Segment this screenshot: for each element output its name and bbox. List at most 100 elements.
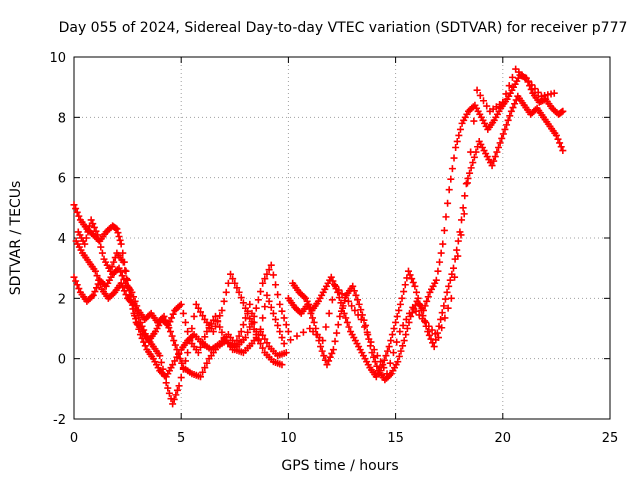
data-point	[455, 131, 463, 139]
data-point	[119, 258, 127, 266]
data-point	[418, 315, 426, 323]
data-point	[263, 270, 271, 278]
data-point	[329, 277, 337, 285]
data-point	[459, 204, 467, 212]
data-point	[434, 334, 442, 342]
data-point	[400, 337, 408, 345]
data-point	[121, 266, 129, 274]
data-point	[436, 258, 444, 266]
data-point	[559, 147, 567, 155]
data-point	[169, 361, 177, 369]
data-point	[72, 205, 80, 213]
data-point	[229, 275, 237, 283]
data-point	[216, 323, 224, 331]
data-point	[140, 338, 148, 346]
data-point	[508, 73, 516, 81]
data-point	[463, 179, 471, 187]
data-point	[164, 384, 172, 392]
data-point	[168, 332, 176, 340]
data-point	[252, 328, 260, 336]
data-point	[91, 288, 99, 296]
data-point	[224, 279, 232, 287]
data-point	[326, 353, 334, 361]
data-point	[367, 338, 375, 346]
data-point	[325, 309, 333, 317]
data-point	[171, 357, 179, 365]
data-point	[473, 86, 481, 94]
data-point	[82, 234, 90, 242]
data-point	[534, 88, 542, 96]
data-point	[265, 266, 273, 274]
data-point	[120, 287, 128, 295]
data-point	[328, 349, 336, 357]
data-point	[408, 275, 416, 283]
data-point	[504, 116, 512, 124]
data-point	[395, 306, 403, 314]
data-point	[467, 164, 475, 172]
data-point	[94, 231, 102, 239]
data-point	[173, 386, 181, 394]
data-point	[425, 331, 433, 339]
data-point	[437, 315, 445, 323]
data-point	[495, 144, 503, 151]
data-point	[166, 318, 174, 326]
data-point	[341, 294, 349, 302]
data-point	[203, 359, 211, 367]
data-point	[218, 306, 226, 314]
data-point	[460, 210, 468, 218]
y-tick-label: 6	[58, 172, 66, 187]
data-point	[458, 216, 466, 224]
data-point	[162, 379, 170, 387]
data-point	[556, 139, 564, 147]
x-tick-label: 5	[177, 431, 185, 446]
data-point	[168, 314, 176, 322]
data-point	[259, 314, 267, 322]
y-tick-label: 0	[58, 353, 66, 368]
data-point	[380, 364, 388, 372]
data-point	[257, 325, 265, 333]
data-point	[115, 264, 123, 272]
series-track-b	[70, 264, 290, 381]
data-point	[357, 315, 365, 323]
data-point	[276, 328, 284, 336]
data-point	[227, 270, 235, 278]
data-point	[131, 312, 139, 320]
data-point	[451, 273, 459, 281]
data-point	[335, 286, 343, 294]
data-point	[252, 304, 260, 312]
data-point	[348, 302, 356, 310]
data-point	[267, 261, 275, 269]
data-point	[446, 276, 454, 284]
data-point	[498, 134, 506, 142]
data-point	[254, 337, 262, 345]
data-point	[299, 328, 307, 336]
data-point	[229, 346, 237, 354]
data-point	[352, 291, 360, 299]
data-point	[242, 314, 250, 322]
x-tick-label: 20	[495, 431, 512, 446]
data-point	[309, 314, 317, 322]
data-point	[276, 300, 284, 308]
data-point	[354, 311, 362, 319]
data-point	[117, 240, 125, 248]
data-point	[269, 309, 277, 317]
data-point	[416, 300, 424, 308]
x-axis-label: GPS time / hours	[281, 458, 398, 474]
data-point	[280, 314, 288, 322]
data-point	[272, 315, 280, 323]
data-point	[501, 125, 509, 133]
data-point	[392, 318, 400, 326]
data-point	[235, 288, 243, 296]
data-point	[113, 225, 121, 233]
data-point	[242, 334, 250, 342]
data-point	[393, 312, 401, 320]
data-point	[454, 252, 462, 260]
data-point	[220, 297, 228, 305]
data-point	[157, 358, 165, 366]
data-point	[169, 400, 177, 408]
data-point	[409, 278, 417, 286]
data-point	[383, 370, 391, 378]
data-point	[453, 137, 461, 145]
data-point	[467, 148, 475, 156]
data-point	[274, 321, 282, 329]
